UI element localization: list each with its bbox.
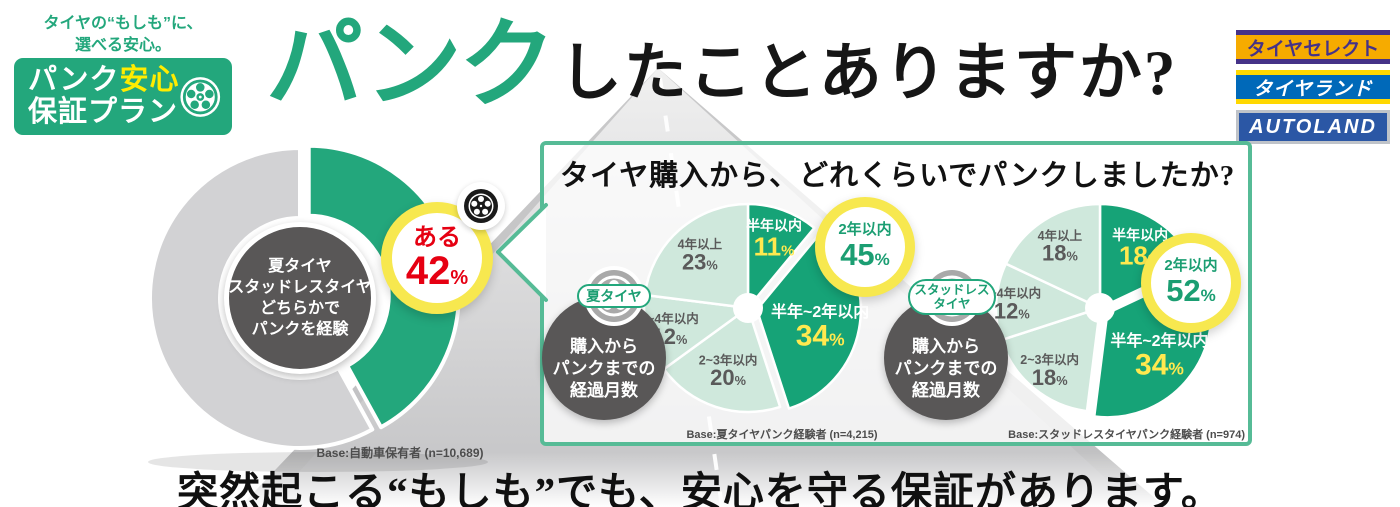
- page-title: パンク したことありますか?: [266, 16, 1177, 113]
- summer-tire-badge-label: 夏タイヤ: [586, 287, 642, 304]
- months-line2: パンクまでの: [894, 358, 998, 378]
- summer-months-circle: 購入から パンクまでの 経過月数: [542, 296, 666, 420]
- donut-center-line1: 夏タイヤ: [268, 257, 332, 275]
- brand-logo-autoland: AUTOLAND: [1236, 110, 1390, 144]
- brand-logos: タイヤセレクト タイヤランド AUTOLAND: [1236, 30, 1390, 144]
- studless-tire-badge: スタッドレス タイヤ: [908, 279, 996, 315]
- donut-center-line3: どちらかで: [259, 300, 340, 317]
- page-title-accent: パンク: [266, 10, 556, 119]
- question-box-title: タイヤ購入から、どれくらいでパンクしましたか?: [560, 160, 1236, 192]
- months-line3: 経過月数: [570, 381, 638, 401]
- studless-2year-callout: 2年以内 52%: [1141, 233, 1241, 333]
- months-line3: 経過月数: [912, 381, 980, 401]
- aru-42-callout: ある 42%: [381, 202, 493, 314]
- logo-word-anshin: 安心: [119, 64, 180, 97]
- callout-percent: 52%: [1166, 272, 1216, 308]
- months-line1: 購入から: [912, 336, 980, 356]
- callout-label: 2年以内: [1164, 257, 1218, 275]
- donut-base-note: Base:自動車保有者 (n=10,689): [316, 446, 484, 460]
- logo-tagline: タイヤの“もしも”に、 選べる安心。: [12, 13, 234, 56]
- pank-anshin-logo-text: パンク安心 保証プラン: [28, 65, 179, 128]
- flat-tire-icon: [457, 182, 505, 230]
- logo-word-pank: パンク: [28, 64, 120, 97]
- donut-center-label: 夏タイヤ スタッドレスタイヤ どちらかで パンクを経験: [224, 222, 376, 374]
- donut-center-line2: スタッドレスタイヤ: [228, 278, 372, 296]
- brand-logo-tyre-select: タイヤセレクト: [1236, 30, 1390, 64]
- aru-label: ある: [413, 224, 461, 252]
- donut-center-line4: パンクを経験: [251, 321, 349, 339]
- studless-badge-line2: タイヤ: [933, 297, 971, 311]
- footer-headline: 突然起こる“もしも”でも、安心を守る保証があります。: [177, 469, 1223, 507]
- summer-2year-callout: 2年以内 45%: [815, 197, 915, 297]
- brand-logo-tyre-land: タイヤランド: [1236, 70, 1390, 104]
- months-line2: パンクまでの: [552, 358, 656, 378]
- logo-tagline-line1: タイヤの“もしも”に、: [43, 15, 203, 32]
- studless-badge-line1: スタッドレス: [914, 282, 990, 297]
- summer-tire-badge: 夏タイヤ: [577, 284, 651, 308]
- callout-percent: 45%: [840, 236, 890, 272]
- aru-percent: 42%: [405, 248, 469, 293]
- summer-base-note: Base:夏タイヤパンク経験者 (n=4,215): [686, 429, 878, 441]
- logo-tagline-line2: 選べる安心。: [74, 36, 171, 54]
- page-title-rest: したことありますか?: [558, 38, 1178, 108]
- callout-label: 2年以内: [838, 221, 892, 239]
- wheel-icon: [180, 76, 221, 117]
- logo-word-hosho-plan: 保証プラン: [28, 95, 179, 128]
- months-line1: 購入から: [570, 336, 638, 356]
- studless-base-note: Base:スタッドレスタイヤパンク経験者 (n=974): [1008, 429, 1245, 441]
- pank-anshin-logo: パンク安心 保証プラン: [14, 58, 232, 135]
